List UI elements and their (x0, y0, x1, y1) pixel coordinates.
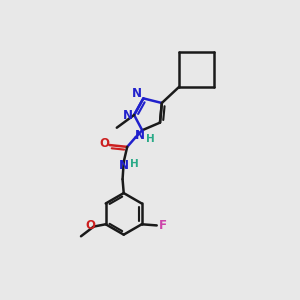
Text: H: H (146, 134, 155, 144)
Text: O: O (100, 137, 110, 150)
Text: F: F (158, 219, 166, 232)
Text: H: H (130, 159, 139, 169)
Text: N: N (135, 129, 146, 142)
Text: N: N (119, 159, 129, 172)
Text: N: N (132, 87, 142, 100)
Text: O: O (85, 219, 95, 232)
Text: N: N (123, 109, 133, 122)
